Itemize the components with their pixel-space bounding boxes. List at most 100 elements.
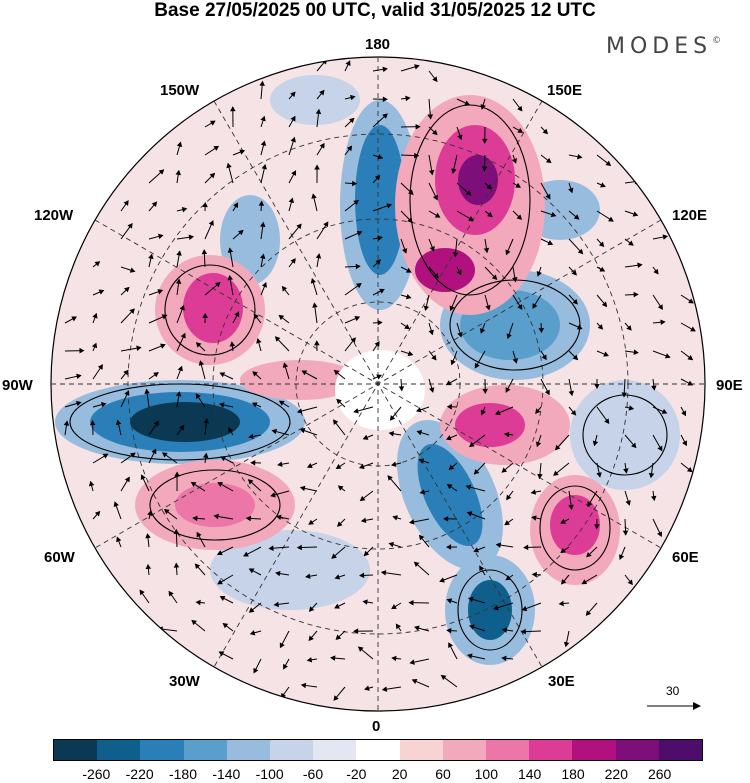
wind-vector-head: [315, 253, 322, 259]
wind-vector-head: [191, 619, 197, 626]
graticule: [51, 57, 705, 711]
wind-vector-head: [408, 599, 414, 606]
wind-vector-head: [63, 420, 70, 426]
wind-vector-head: [151, 448, 157, 455]
wind-vector-head: [388, 541, 395, 548]
wind-vector-head: [279, 642, 285, 649]
wind-vector-head: [260, 115, 266, 122]
wind-vector-head: [258, 200, 265, 206]
wind-vector-head: [542, 128, 549, 135]
wind-vector-head: [625, 500, 631, 506]
wind-vector-head: [469, 624, 475, 630]
colorbar-tick-label: -60: [302, 766, 324, 782]
wind-vector-head: [173, 562, 180, 568]
colorbar-swatch-12: [572, 740, 616, 760]
wind-vector-head: [296, 544, 302, 551]
wind-vector-head: [661, 408, 668, 414]
wind-vector-head: [290, 136, 296, 143]
wind-vector-head: [356, 230, 363, 236]
wind-vector-head: [592, 440, 599, 447]
wind-vector-head: [299, 428, 306, 434]
wind-vector-head: [296, 223, 302, 230]
wind-vector-head: [115, 419, 122, 426]
lon-label-30w: 30W: [169, 673, 200, 690]
colorbar-swatch-5: [270, 740, 314, 760]
wind-vector-head: [308, 635, 314, 642]
wind-vector-head: [129, 308, 135, 314]
wind-vector-head: [259, 80, 265, 86]
reference-vector-value: 30: [666, 684, 680, 698]
colorbar-tick-label: -220: [125, 766, 154, 782]
wind-vector-head: [288, 197, 295, 204]
wind-vector-head: [271, 428, 278, 435]
wind-vector-head: [621, 392, 628, 398]
wind-vector-head: [350, 337, 356, 343]
wind-vector-head: [353, 408, 359, 414]
wind-vector-head: [195, 342, 202, 348]
colorbar-swatch-13: [615, 740, 659, 760]
wind-vector-head: [233, 202, 239, 209]
wind-vector-head: [282, 362, 289, 369]
wind-vector-head: [130, 452, 136, 458]
wind-vector-head: [253, 313, 259, 320]
wind-vector-head: [419, 489, 426, 495]
wind-vector-head: [358, 463, 365, 469]
wind-vector-head: [439, 577, 445, 583]
wind-vector-head: [151, 201, 158, 208]
wind-vector-head: [213, 513, 219, 520]
wind-vector-head: [357, 646, 364, 652]
wind-vector-head: [336, 398, 342, 405]
wind-vector-head: [628, 240, 634, 246]
wind-vector-head: [113, 501, 119, 507]
wind-vector-head: [404, 324, 410, 330]
colorbar-swatch-11: [529, 740, 573, 760]
wind-vector-head: [386, 203, 393, 209]
wind-vector-head: [301, 370, 308, 376]
wind-vector-head: [335, 463, 342, 469]
wind-vector-head: [314, 340, 320, 346]
wind-vector-head: [493, 605, 499, 611]
wind-vector-head: [251, 402, 258, 408]
wind-vector-head: [168, 590, 174, 597]
wind-vector-head: [535, 408, 541, 414]
lon-label-60e: 60E: [672, 549, 699, 566]
wind-vector-head: [201, 249, 208, 255]
wind-vectors: [63, 58, 696, 701]
wind-vector-head: [414, 625, 420, 631]
wind-vector-head: [259, 253, 266, 259]
wind-vector-head: [541, 354, 547, 361]
wind-vector-head: [79, 347, 85, 354]
wind-vector-head: [523, 544, 529, 551]
wind-vector-head: [446, 484, 453, 490]
wind-vector-head: [427, 114, 434, 120]
wind-vector-head: [158, 169, 165, 175]
chart-title: Base 27/05/2025 00 UTC, valid 31/05/2025…: [154, 0, 596, 21]
wind-vector-head: [560, 518, 567, 524]
wind-vector-head: [511, 158, 518, 164]
wind-vector-head: [127, 222, 133, 229]
wind-vector-head: [281, 285, 288, 292]
lon-label-0: 0: [372, 718, 381, 735]
wind-vector-head: [479, 565, 485, 572]
wind-vector-head: [174, 471, 180, 477]
wind-vector-head: [353, 628, 359, 634]
wind-vector-head: [532, 303, 538, 309]
wind-vector-head: [487, 211, 493, 218]
wind-vector-head: [626, 325, 632, 331]
wind-vector-head: [220, 456, 227, 462]
colorbar: [53, 739, 703, 761]
wind-vector-head: [473, 547, 479, 553]
wind-vector-head: [374, 174, 381, 181]
wind-vector-head: [153, 420, 159, 427]
wind-vector-head: [332, 419, 339, 426]
wind-vector-head: [102, 453, 109, 459]
wind-vector-head: [145, 563, 152, 570]
wind-vector-head: [382, 66, 388, 73]
wind-vector-head: [466, 511, 473, 517]
wind-vector-head: [323, 221, 329, 228]
wind-vector-head: [632, 211, 639, 217]
wind-vector-head: [97, 364, 103, 370]
wind-vector-head: [558, 600, 564, 607]
wind-vector-head: [308, 519, 314, 525]
lon-label-60w: 60W: [44, 549, 75, 566]
